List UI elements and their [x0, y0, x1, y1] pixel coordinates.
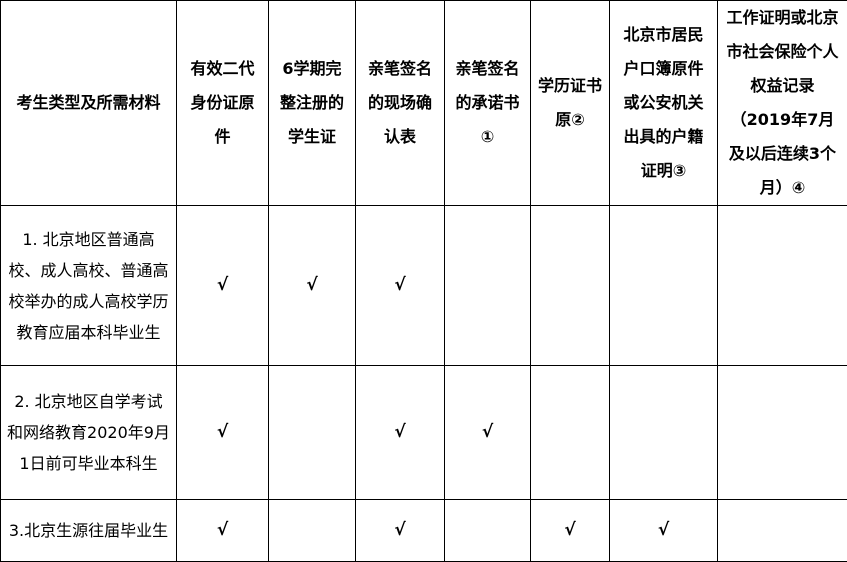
- header-cell: 有效二代身份证原件: [177, 1, 269, 206]
- check-cell: [531, 366, 610, 500]
- check-cell: √: [177, 500, 269, 562]
- table-row: 3.北京生源往届毕业生 √ √ √ √: [1, 500, 847, 562]
- check-cell: √: [356, 206, 445, 366]
- check-cell: [269, 366, 356, 500]
- table-row: 1. 北京地区普通高校、成人高校、普通高校举办的成人高校学历教育应届本科毕业生 …: [1, 206, 847, 366]
- check-cell: [718, 366, 847, 500]
- table-row: 2. 北京地区自学考试和网络教育2020年9月1日前可毕业本科生 √ √ √: [1, 366, 847, 500]
- check-cell: √: [356, 366, 445, 500]
- check-cell: [269, 500, 356, 562]
- candidate-type-cell: 3.北京生源往届毕业生: [1, 500, 177, 562]
- candidate-type-cell: 1. 北京地区普通高校、成人高校、普通高校举办的成人高校学历教育应届本科毕业生: [1, 206, 177, 366]
- check-cell: [718, 500, 847, 562]
- check-cell: [610, 206, 718, 366]
- header-row: 考生类型及所需材料 有效二代身份证原件 6学期完整注册的学生证 亲笔签名的现场确…: [1, 1, 847, 206]
- check-cell: √: [445, 366, 531, 500]
- check-cell: √: [610, 500, 718, 562]
- header-cell: 亲笔签名的现场确认表: [356, 1, 445, 206]
- header-cell: 亲笔签名的承诺书①: [445, 1, 531, 206]
- check-cell: √: [177, 206, 269, 366]
- check-cell: [610, 366, 718, 500]
- check-cell: [531, 206, 610, 366]
- check-cell: √: [531, 500, 610, 562]
- check-cell: [445, 206, 531, 366]
- header-cell: 工作证明或北京市社会保险个人权益记录（2019年7月及以后连续3个月）④: [718, 1, 847, 206]
- header-cell: 6学期完整注册的学生证: [269, 1, 356, 206]
- header-cell: 学历证书原②: [531, 1, 610, 206]
- check-cell: √: [269, 206, 356, 366]
- header-cell: 考生类型及所需材料: [1, 1, 177, 206]
- candidate-type-cell: 2. 北京地区自学考试和网络教育2020年9月1日前可毕业本科生: [1, 366, 177, 500]
- check-cell: [445, 500, 531, 562]
- header-cell: 北京市居民户口簿原件或公安机关出具的户籍证明③: [610, 1, 718, 206]
- check-cell: [718, 206, 847, 366]
- check-cell: √: [177, 366, 269, 500]
- check-cell: √: [356, 500, 445, 562]
